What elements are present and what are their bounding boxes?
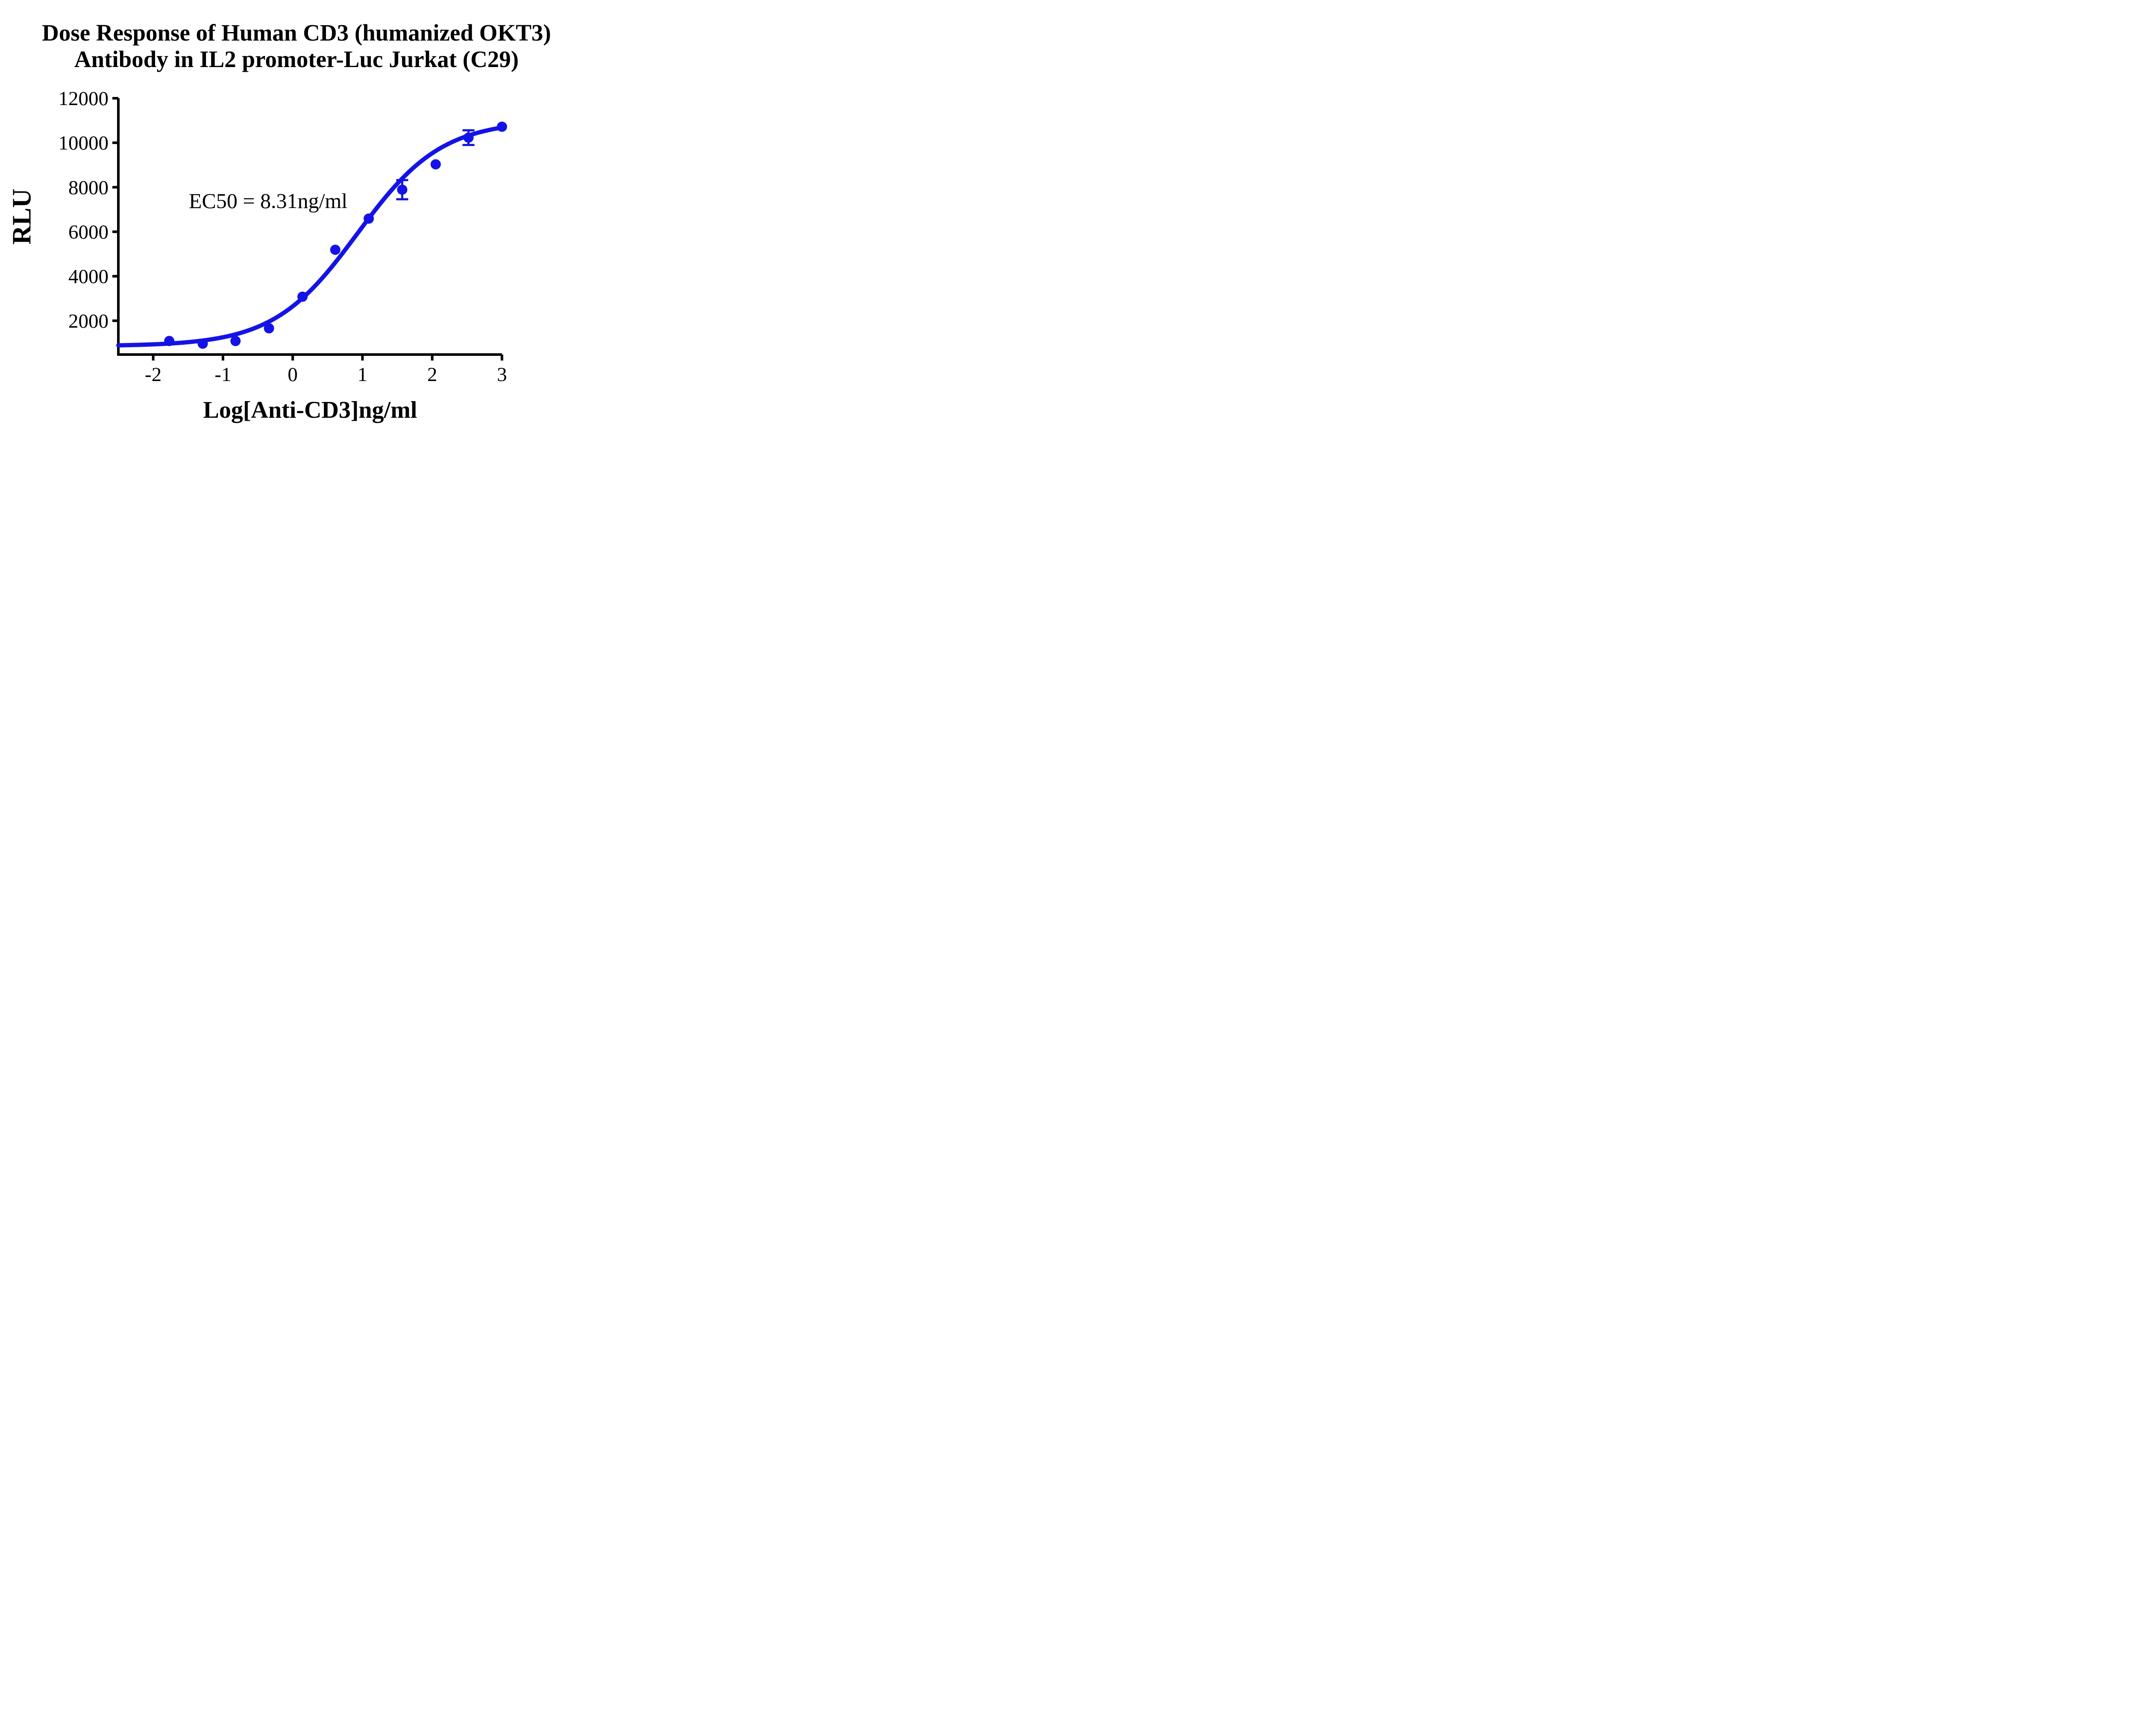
- x-tick-label: 3: [497, 364, 507, 386]
- data-point: [164, 336, 175, 346]
- y-tick-label: 4000: [68, 266, 109, 288]
- data-point: [297, 291, 308, 302]
- data-point: [463, 132, 474, 143]
- chart-title: Dose Response of Human CD3 (humanized OK…: [0, 20, 593, 73]
- x-tick-label: -2: [145, 364, 161, 386]
- chart-title-line1: Dose Response of Human CD3 (humanized OK…: [42, 20, 551, 46]
- x-tick-label: 1: [358, 364, 368, 386]
- data-point: [397, 185, 408, 195]
- fit-curve: [116, 125, 504, 348]
- y-tick-label: 2000: [68, 310, 109, 332]
- x-tick-label: -1: [214, 364, 231, 386]
- x-axis-title: Log[Anti-CD3]ng/ml: [203, 397, 417, 423]
- ec50-annotation: EC50 = 8.31ng/ml: [189, 189, 348, 213]
- x-tick-label: 0: [288, 364, 298, 386]
- chart-canvas: 2000 4000 6000 8000 10000 12000 -2 -1 0 1 2 3 Dose …: [0, 0, 593, 434]
- y-axis-title: RLU: [7, 188, 37, 245]
- y-tick-label: 12000: [59, 88, 109, 110]
- data-point: [364, 213, 374, 224]
- data-point: [497, 121, 507, 132]
- data-point: [197, 338, 208, 349]
- data-point: [264, 323, 274, 334]
- y-tick-label: 8000: [68, 176, 109, 199]
- x-tick-label: 2: [427, 364, 437, 386]
- chart-title-line2: Antibody in IL2 promoter-Luc Jurkat (C29…: [74, 46, 519, 73]
- data-point: [330, 244, 340, 255]
- data-point: [230, 336, 241, 346]
- y-tick-label: 10000: [59, 132, 109, 154]
- data-point: [430, 159, 441, 170]
- y-tick-label: 6000: [68, 221, 109, 243]
- dose-response-plot: 2000 4000 6000 8000 10000 12000 -2 -1 0 1 2 3: [59, 88, 507, 386]
